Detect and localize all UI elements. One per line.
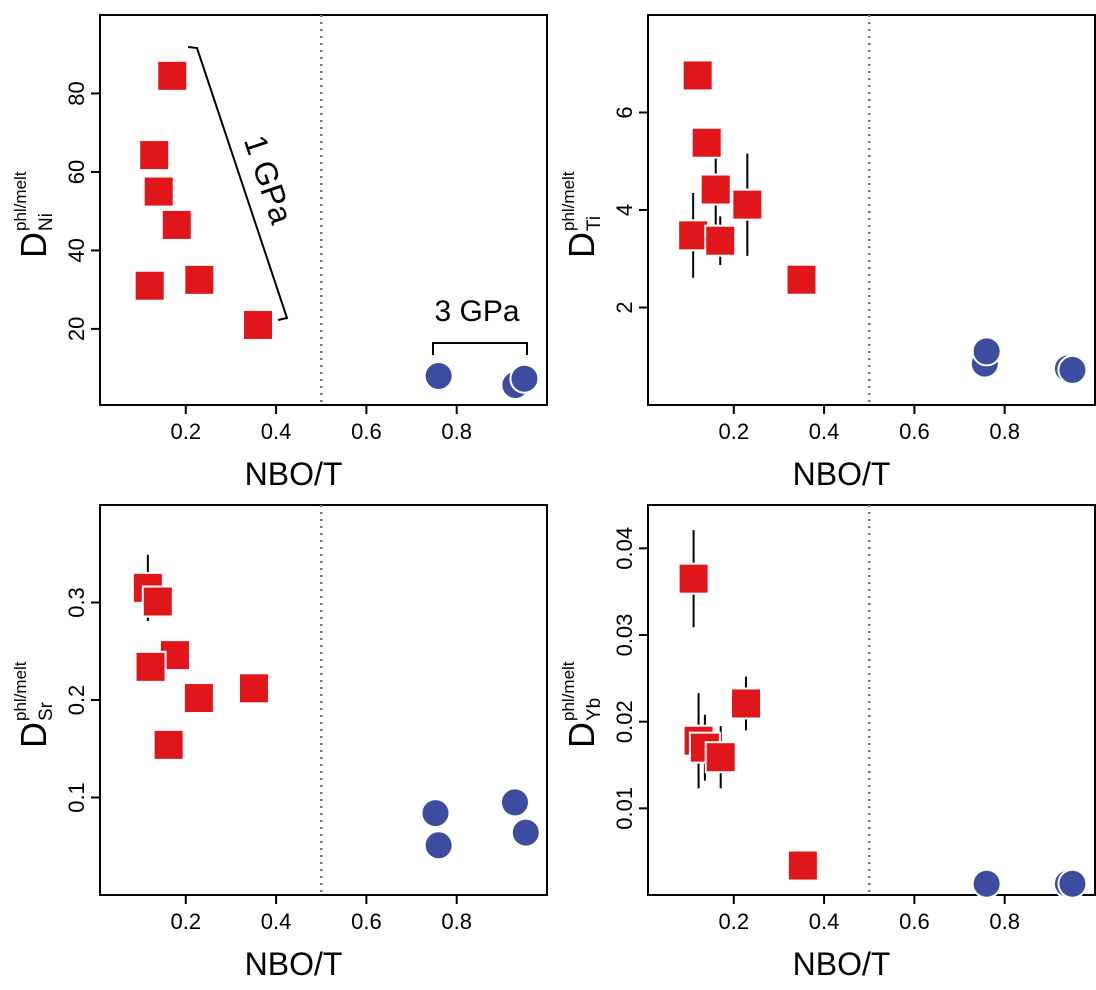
circle-marker (420, 798, 451, 829)
y-tick-label: 0.1 (64, 782, 89, 813)
circle-marker (509, 363, 540, 394)
y-label-superscript: phl/melt (559, 171, 578, 231)
y-tick-label: 6 (612, 106, 637, 118)
y-tick-label: 60 (64, 160, 89, 184)
square-marker (242, 308, 275, 341)
y-tick-label: 0.2 (64, 685, 89, 716)
x-tick-label: 0.2 (718, 419, 749, 444)
x-tick-label: 0.8 (989, 909, 1020, 934)
square-marker (138, 139, 171, 172)
square-marker (677, 562, 710, 595)
square-marker (785, 263, 818, 296)
x-tick-label: 0.4 (261, 419, 292, 444)
y-label-subscript: Ni (36, 213, 57, 231)
x-tick-label: 0.8 (989, 419, 1020, 444)
x-axis-label: NBO/T (245, 456, 343, 492)
x-tick-label: 0.8 (441, 419, 472, 444)
x-tick-label: 0.6 (899, 419, 930, 444)
y-label-superscript: phl/melt (11, 171, 30, 231)
y-tick-label: 0.03 (612, 614, 637, 657)
x-tick-label: 0.4 (261, 909, 292, 934)
x-axis-label: NBO/T (793, 456, 891, 492)
y-tick-label: 80 (64, 81, 89, 105)
circle-marker (423, 360, 454, 391)
circle-marker (1057, 354, 1088, 385)
square-marker (182, 682, 215, 715)
square-marker (677, 219, 710, 252)
circle-marker (971, 868, 1002, 899)
annotation: 3 GPa (434, 295, 519, 328)
y-tick-label: 0.02 (612, 700, 637, 743)
x-axis-label: NBO/T (245, 946, 343, 982)
y-label-main: D (561, 232, 602, 258)
y-tick-label: 40 (64, 238, 89, 262)
circle-marker (1057, 868, 1088, 899)
square-marker (142, 175, 175, 208)
square-marker (731, 188, 764, 221)
plot-frame (99, 14, 548, 406)
x-axis-label: NBO/T (793, 946, 891, 982)
y-label-subscript: Sr (36, 701, 57, 721)
x-tick-label: 0.6 (899, 909, 930, 934)
bracket (432, 342, 528, 355)
plot-frame (647, 504, 1096, 896)
x-tick-label: 0.4 (809, 909, 840, 934)
square-marker (160, 208, 193, 241)
square-marker (134, 650, 167, 683)
square-marker (141, 585, 174, 618)
y-label-subscript: Ti (584, 216, 605, 231)
square-marker (786, 849, 819, 882)
x-tick-label: 0.6 (351, 909, 382, 934)
circle-marker (499, 787, 530, 818)
square-marker (133, 269, 166, 302)
y-tick-label: 20 (64, 317, 89, 341)
circle-marker (423, 830, 454, 861)
x-tick-label: 0.2 (170, 909, 201, 934)
annotation: 1 GPa (237, 131, 300, 229)
y-tick-label: 4 (612, 204, 637, 216)
y-label-superscript: phl/melt (11, 661, 30, 721)
x-tick-label: 0.2 (718, 909, 749, 934)
y-label-main: D (13, 232, 54, 258)
x-tick-label: 0.2 (170, 419, 201, 444)
square-marker (183, 263, 216, 296)
square-marker (699, 173, 732, 206)
square-marker (729, 687, 762, 720)
bracket (187, 46, 289, 321)
square-marker (156, 59, 189, 92)
square-marker (690, 126, 723, 159)
square-marker (704, 741, 737, 774)
square-marker (681, 59, 714, 92)
plot-frame (99, 504, 548, 896)
panel: 0.2 0.4 0.6 0.8 0.01 0.02 0.03 0.04 NBO/T Dphl/me… (559, 504, 1096, 982)
circle-marker (971, 336, 1002, 367)
y-label-main: D (561, 722, 602, 748)
circle-marker (510, 817, 541, 848)
y-label-main: D (13, 722, 54, 748)
x-tick-label: 0.8 (441, 909, 472, 934)
y-tick-label: 0.3 (64, 587, 89, 618)
square-marker (237, 672, 270, 705)
y-label-subscript: Yb (584, 698, 605, 721)
y-label-superscript: phl/melt (559, 661, 578, 721)
square-marker (704, 224, 737, 257)
square-marker (152, 728, 185, 761)
y-tick-label: 2 (612, 301, 637, 313)
x-tick-label: 0.6 (351, 419, 382, 444)
y-tick-label: 0.04 (612, 527, 637, 570)
y-tick-label: 0.01 (612, 787, 637, 830)
x-tick-label: 0.4 (809, 419, 840, 444)
